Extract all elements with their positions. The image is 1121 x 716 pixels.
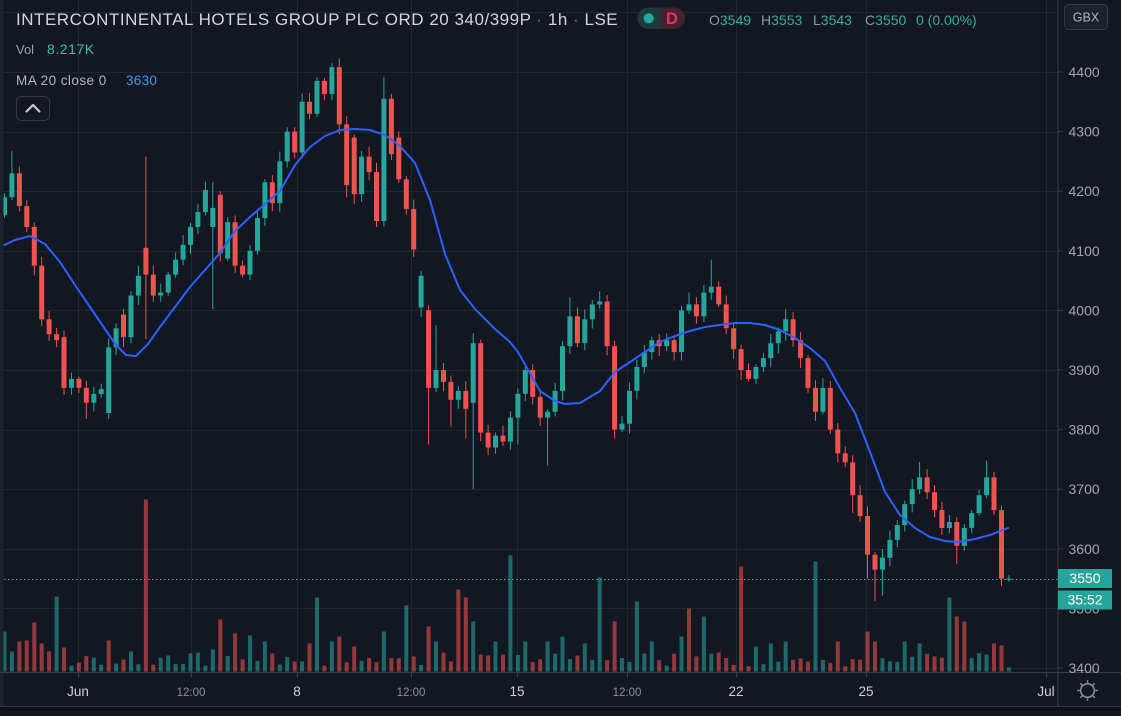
- svg-text:25: 25: [858, 684, 873, 699]
- svg-text:O3549: O3549: [709, 12, 751, 28]
- svg-text:4300: 4300: [1069, 124, 1100, 140]
- svg-text:15: 15: [509, 684, 524, 699]
- svg-text:12:00: 12:00: [177, 687, 206, 699]
- svg-text:Jun: Jun: [67, 684, 89, 699]
- svg-text:C3550: C3550: [865, 12, 906, 28]
- svg-text:D: D: [666, 10, 678, 28]
- svg-text:35:52: 35:52: [1067, 592, 1102, 608]
- svg-text:3800: 3800: [1069, 422, 1100, 438]
- svg-text:INTERCONTINENTAL HOTELS GROUP: INTERCONTINENTAL HOTELS GROUP PLC ORD 20…: [16, 10, 618, 29]
- svg-text:8.217K: 8.217K: [47, 41, 95, 57]
- svg-text:4000: 4000: [1069, 302, 1100, 318]
- svg-text:8: 8: [293, 684, 301, 699]
- svg-text:4100: 4100: [1069, 243, 1100, 259]
- svg-text:Jul: Jul: [1037, 684, 1054, 699]
- svg-text:4200: 4200: [1069, 183, 1100, 199]
- svg-text:GBX: GBX: [1073, 11, 1100, 25]
- svg-text:3630: 3630: [126, 73, 157, 88]
- svg-text:MA 20 close 0: MA 20 close 0: [16, 73, 107, 88]
- svg-text:L3543: L3543: [813, 12, 852, 28]
- svg-text:12:00: 12:00: [613, 687, 642, 699]
- svg-text:3700: 3700: [1069, 481, 1100, 497]
- svg-text:22: 22: [728, 684, 743, 699]
- svg-text:3400: 3400: [1069, 660, 1100, 676]
- svg-text:Vol: Vol: [16, 42, 34, 57]
- svg-text:3900: 3900: [1069, 362, 1100, 378]
- svg-text:H3553: H3553: [761, 12, 802, 28]
- svg-text:12:00: 12:00: [397, 687, 426, 699]
- svg-text:3550: 3550: [1069, 570, 1100, 586]
- svg-text:3600: 3600: [1069, 541, 1100, 557]
- svg-text:4400: 4400: [1069, 64, 1100, 80]
- svg-text:0 (0.00%): 0 (0.00%): [916, 12, 977, 28]
